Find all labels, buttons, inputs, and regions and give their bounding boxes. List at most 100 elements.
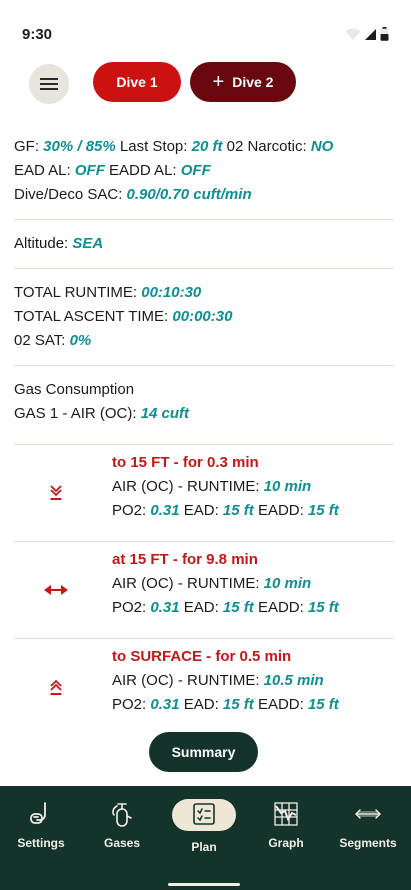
altitude-value: SEA bbox=[72, 235, 104, 252]
ascent-value: 00:00:30 bbox=[172, 308, 233, 325]
segment-text: to 15 FT - for 0.3 min AIR (OC) - RUNTIM… bbox=[112, 451, 339, 523]
dive-2-label: Dive 2 bbox=[232, 74, 274, 90]
segment-title: to 15 FT - for 0.3 min bbox=[112, 454, 259, 471]
divider bbox=[14, 444, 394, 445]
divider bbox=[14, 541, 394, 542]
eadd-value: 15 ft bbox=[307, 502, 339, 519]
dive-1-button[interactable]: Dive 1 bbox=[93, 62, 181, 102]
eadd-value: 15 ft bbox=[307, 599, 339, 616]
po2-label: PO2: bbox=[112, 502, 147, 519]
status-time: 9:30 bbox=[22, 26, 53, 43]
top-bar: Dive 1 + Dive 2 bbox=[0, 62, 411, 104]
segment-gas-line: AIR (OC) - RUNTIME: 10 min bbox=[112, 572, 339, 596]
segment-po2-line: PO2: 0.31 EAD: 15 ft EADD: 15 ft bbox=[112, 693, 339, 717]
ascend-icon bbox=[44, 676, 68, 698]
po2-label: PO2: bbox=[112, 696, 147, 713]
segment-item[interactable]: to SURFACE - for 0.5 min AIR (OC) - RUNT… bbox=[14, 639, 394, 735]
segment-runtime: 10 min bbox=[263, 478, 312, 495]
o2sat-value: 0% bbox=[69, 332, 92, 349]
checklist-icon bbox=[190, 800, 218, 828]
po2-value: 0.31 bbox=[150, 599, 180, 616]
plus-icon: + bbox=[212, 71, 225, 93]
po2-value: 0.31 bbox=[150, 696, 180, 713]
dive-1-label: Dive 1 bbox=[116, 74, 158, 90]
summary-label: Summary bbox=[171, 744, 236, 760]
ead-al-label: EAD AL: bbox=[14, 162, 71, 179]
o2sat-label: 02 SAT: bbox=[14, 332, 66, 349]
runtime-value: 00:10:30 bbox=[141, 284, 202, 301]
segment-item[interactable]: at 15 FT - for 9.8 min AIR (OC) - RUNTIM… bbox=[14, 542, 394, 638]
gas1-value: 14 cuft bbox=[140, 405, 190, 422]
gf-value: 30% / 85% bbox=[43, 138, 116, 155]
tank-icon bbox=[108, 800, 136, 828]
po2-label: PO2: bbox=[112, 599, 147, 616]
ead-value: 15 ft bbox=[222, 599, 254, 616]
ead-label: EAD: bbox=[183, 599, 219, 616]
descend-icon bbox=[44, 482, 68, 504]
battery-icon bbox=[380, 27, 389, 41]
segment-text: at 15 FT - for 9.8 min AIR (OC) - RUNTIM… bbox=[112, 548, 339, 620]
segment-gas-label: AIR (OC) - RUNTIME: bbox=[112, 672, 260, 689]
summary-button[interactable]: Summary bbox=[149, 732, 258, 772]
ead-line: EAD AL: OFF EADD AL: OFF bbox=[14, 159, 394, 183]
sac-line: Dive/Deco SAC: 0.90/0.70 cuft/min bbox=[14, 183, 394, 207]
ead-value: 15 ft bbox=[222, 502, 254, 519]
ascent-label: TOTAL ASCENT TIME: bbox=[14, 308, 169, 325]
graph-icon bbox=[272, 800, 300, 828]
divider bbox=[14, 638, 394, 639]
narcotic-label: 02 Narcotic: bbox=[226, 138, 307, 155]
segment-runtime: 10 min bbox=[263, 575, 312, 592]
ead-label: EAD: bbox=[183, 502, 219, 519]
o2sat-line: 02 SAT: 0% bbox=[14, 329, 394, 353]
nav-plan[interactable]: Plan bbox=[163, 786, 245, 876]
segment-title: at 15 FT - for 9.8 min bbox=[112, 551, 258, 568]
home-indicator bbox=[168, 883, 240, 886]
segments-icon bbox=[354, 800, 382, 828]
segment-po2-line: PO2: 0.31 EAD: 15 ft EADD: 15 ft bbox=[112, 499, 339, 523]
plan-content: GF: 30% / 85% Last Stop: 20 ft 02 Narcot… bbox=[14, 135, 394, 735]
add-dive-2-button[interactable]: + Dive 2 bbox=[190, 62, 296, 102]
altitude-label: Altitude: bbox=[14, 235, 69, 252]
gas1-label: GAS 1 - AIR (OC): bbox=[14, 405, 137, 422]
segment-gas-label: AIR (OC) - RUNTIME: bbox=[112, 478, 260, 495]
eadd-label: EADD: bbox=[257, 599, 304, 616]
divider bbox=[14, 365, 394, 366]
eadd-al-value: OFF bbox=[180, 162, 211, 179]
eadd-al-label: EADD AL: bbox=[109, 162, 177, 179]
ead-value: 15 ft bbox=[222, 696, 254, 713]
nav-label: Settings bbox=[17, 836, 65, 850]
segment-text: to SURFACE - for 0.5 min AIR (OC) - RUNT… bbox=[112, 645, 339, 717]
last-stop-value: 20 ft bbox=[191, 138, 223, 155]
sac-label: Dive/Deco SAC: bbox=[14, 186, 123, 203]
runtime-label: TOTAL RUNTIME: bbox=[14, 284, 138, 301]
hamburger-icon bbox=[40, 78, 58, 90]
divider bbox=[14, 268, 394, 269]
signal-icon bbox=[365, 28, 376, 40]
nav-label: Graph bbox=[268, 836, 304, 850]
menu-button[interactable] bbox=[29, 64, 69, 104]
sac-value: 0.90/0.70 cuft/min bbox=[126, 186, 252, 203]
eadd-value: 15 ft bbox=[307, 696, 339, 713]
segment-runtime: 10.5 min bbox=[263, 672, 324, 689]
last-stop-label: Last Stop: bbox=[119, 138, 188, 155]
nav-label: Segments bbox=[339, 836, 397, 850]
nav-gases[interactable]: Gases bbox=[81, 786, 163, 876]
divider bbox=[14, 219, 394, 220]
snorkel-icon bbox=[27, 800, 55, 828]
nav-segments[interactable]: Segments bbox=[327, 786, 409, 876]
segment-title: to SURFACE - for 0.5 min bbox=[112, 648, 292, 665]
gas-consumption-heading: Gas Consumption bbox=[14, 381, 135, 398]
segment-item[interactable]: to 15 FT - for 0.3 min AIR (OC) - RUNTIM… bbox=[14, 445, 394, 541]
altitude-line: Altitude: SEA bbox=[14, 232, 394, 256]
narcotic-value: NO bbox=[310, 138, 334, 155]
gf-label: GF: bbox=[14, 138, 39, 155]
segment-gas-line: AIR (OC) - RUNTIME: 10.5 min bbox=[112, 669, 339, 693]
eadd-label: EADD: bbox=[257, 696, 304, 713]
nav-graph[interactable]: Graph bbox=[245, 786, 327, 876]
ead-label: EAD: bbox=[183, 696, 219, 713]
wifi-icon bbox=[345, 28, 361, 40]
nav-settings[interactable]: Settings bbox=[0, 786, 82, 876]
bottom-nav: Settings Gases Plan Graph Segments bbox=[0, 786, 411, 890]
nav-label: Gases bbox=[103, 836, 141, 850]
segment-gas-label: AIR (OC) - RUNTIME: bbox=[112, 575, 260, 592]
